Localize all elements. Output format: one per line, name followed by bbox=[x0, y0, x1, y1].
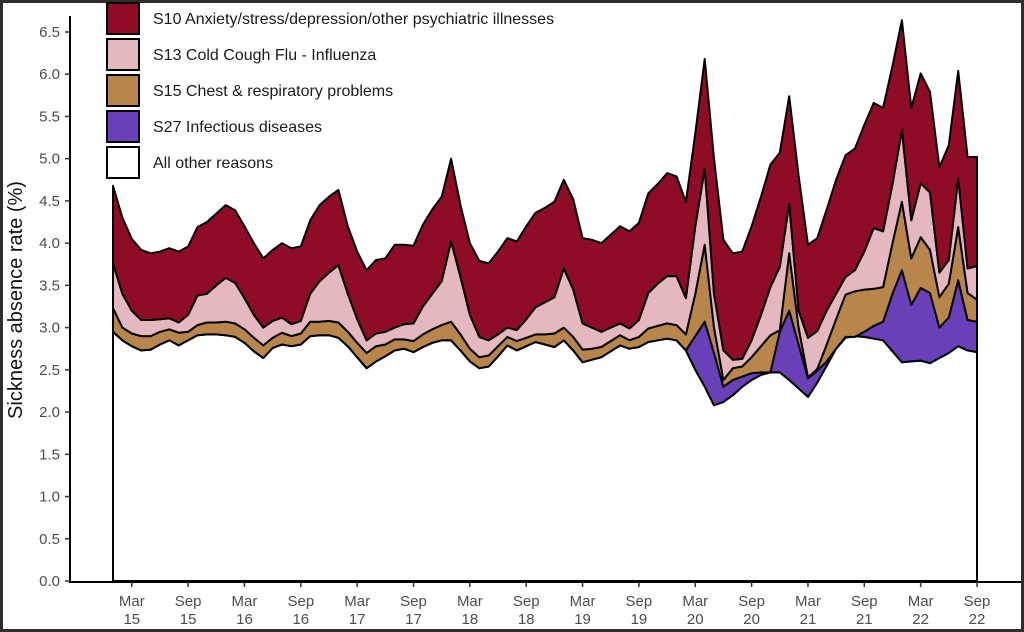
axes: 0.0 0.5 1.0 1.5 2.0 2.5 3.0 3.5 4.0 4.5 5.0 5.5 6.0 6… bbox=[39, 16, 1021, 628]
legend-label: S15 Chest & respiratory problems bbox=[153, 83, 393, 100]
y-tick-label: 5.0 bbox=[39, 151, 60, 168]
x-tick-label: Mar 18 bbox=[457, 593, 483, 628]
y-tick-label: 3.0 bbox=[39, 320, 60, 337]
legend-label: S27 Infectious diseases bbox=[153, 119, 322, 136]
x-tick-label: Mar 17 bbox=[344, 593, 370, 628]
legend-item-s27-infectious-diseases: S27 Infectious diseases bbox=[106, 110, 322, 143]
y-tick-label: 6.0 bbox=[39, 66, 60, 83]
y-tick-label: 3.5 bbox=[39, 277, 60, 294]
y-tick-label: 1.0 bbox=[39, 489, 60, 506]
y-tick-label: 4.0 bbox=[39, 235, 60, 252]
area-s10-anxiety-stress-depression- bbox=[112, 19, 978, 361]
y-tick-label: 5.5 bbox=[39, 108, 60, 125]
x-tick-label: Sep 18 bbox=[513, 593, 540, 628]
legend-label: All other reasons bbox=[153, 155, 273, 172]
legend-item-s10-anxiety-stress-depression-: S10 Anxiety/stress/depression/other psyc… bbox=[106, 2, 554, 35]
legend-item-s13-cold-cough-flu-influenza: S13 Cold Cough Flu - Influenza bbox=[106, 38, 376, 71]
x-tick-label: Sep 15 bbox=[175, 593, 202, 628]
legend: S10 Anxiety/stress/depression/other psyc… bbox=[106, 2, 554, 179]
y-tick-label: 2.0 bbox=[39, 404, 60, 421]
x-tick-label: Mar 21 bbox=[795, 593, 821, 628]
y-tick-label: 0.5 bbox=[39, 531, 60, 548]
y-axis-label: Sickness absence rate (%) bbox=[5, 181, 27, 419]
legend-label: S13 Cold Cough Flu - Influenza bbox=[153, 47, 376, 64]
y-tick-label: 0.0 bbox=[39, 573, 60, 590]
x-tick-label: Mar 20 bbox=[682, 593, 708, 628]
x-tick-label: Sep 16 bbox=[287, 593, 314, 628]
x-tick-label: Sep 17 bbox=[400, 593, 427, 628]
x-tick-label: Sep 22 bbox=[964, 593, 991, 628]
x-tick-label: Sep 19 bbox=[626, 593, 653, 628]
y-tick-label: 4.5 bbox=[39, 193, 60, 210]
area-all-other-reasons bbox=[112, 330, 978, 582]
y-tick-label: 2.5 bbox=[39, 362, 60, 379]
x-tick-label: Mar 16 bbox=[232, 593, 258, 628]
x-tick-label: Mar 22 bbox=[908, 593, 934, 628]
legend-swatch bbox=[106, 146, 140, 179]
y-tick-label: 6.5 bbox=[39, 24, 60, 41]
x-tick-label: Mar 19 bbox=[570, 593, 596, 628]
legend-swatch bbox=[106, 2, 140, 35]
legend-item-s15-chest-respiratory-problems: S15 Chest & respiratory problems bbox=[106, 74, 393, 107]
y-tick-label: 1.5 bbox=[39, 446, 60, 463]
legend-item-all-other-reasons: All other reasons bbox=[106, 146, 273, 179]
area-layers bbox=[112, 19, 978, 582]
legend-swatch bbox=[106, 110, 140, 143]
legend-label: S10 Anxiety/stress/depression/other psyc… bbox=[153, 11, 554, 28]
legend-swatch bbox=[106, 38, 140, 71]
x-tick-label: Sep 21 bbox=[851, 593, 878, 628]
legend-swatch bbox=[106, 74, 140, 107]
x-tick-label: Sep 20 bbox=[738, 593, 765, 628]
x-tick-label: Mar 15 bbox=[119, 593, 145, 628]
